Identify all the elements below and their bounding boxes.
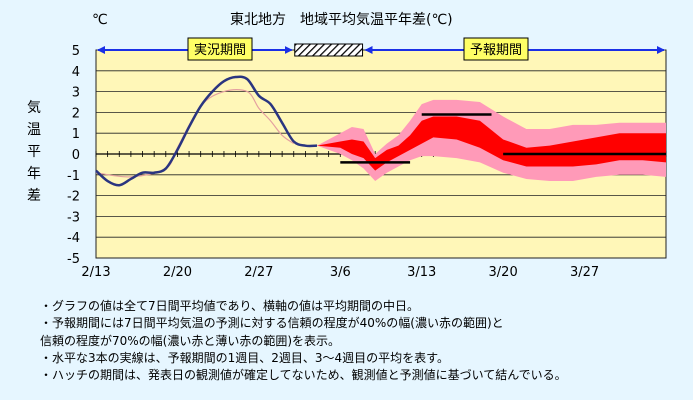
forecast-period-label: 予報期間 bbox=[470, 43, 522, 58]
x-axis: 2/13 2/20 2/27 3/6 3/13 3/20 3/27 bbox=[81, 265, 599, 280]
forecast-bands bbox=[317, 99, 666, 182]
y-axis: 5 4 3 2 1 0 -1 -2 -3 -4 -5 bbox=[67, 44, 80, 267]
observed-period-label: 実況期間 bbox=[194, 42, 246, 58]
note-line: ・予報期間には7日間平均気温の予測に対する信頼の程度が40%の幅(濃い赤の範囲)… bbox=[40, 316, 504, 331]
note-line: ・水平な3本の実線は、予報期間の1週目、2週目、3～4週目の平均を表す。 bbox=[40, 350, 449, 365]
x-tick-label: 3/27 bbox=[570, 265, 599, 280]
x-tick-label: 2/27 bbox=[244, 265, 273, 280]
period-indicators: 実況期間 予報期間 bbox=[97, 37, 665, 61]
y-axis-label-char: 温 bbox=[27, 122, 41, 138]
observed-period-label-box bbox=[187, 37, 253, 61]
unit-label: ℃ bbox=[92, 12, 108, 28]
y-tick-label: 3 bbox=[72, 86, 80, 101]
y-tick-label: -3 bbox=[67, 210, 80, 225]
chart-title: 東北地方 地域平均気温平年差(℃) bbox=[230, 12, 453, 28]
observed-line bbox=[95, 75, 318, 187]
y-axis-label-char: 差 bbox=[27, 188, 41, 204]
y-tick-label: -4 bbox=[67, 231, 80, 246]
gridlines bbox=[95, 49, 667, 259]
hatch-period bbox=[294, 43, 364, 57]
y-tick-label: 2 bbox=[72, 106, 80, 121]
y-tick-label: -5 bbox=[67, 252, 80, 267]
forecast-period-label-box bbox=[463, 37, 529, 61]
y-axis-label-char: 気 bbox=[27, 100, 41, 116]
chart-notes: ・グラフの値は全て7日間平均値であり、横軸の値は平均期間の中日。 ・予報期間には… bbox=[40, 298, 685, 384]
note-line: ・グラフの値は全て7日間平均値であり、横軸の値は平均期間の中日。 bbox=[40, 299, 420, 313]
y-axis-label-char: 平 bbox=[27, 144, 41, 160]
temperature-anomaly-chart: ℃ 東北地方 地域平均気温平年差(℃) 5 4 3 2 1 0 -1 -2 -3 -4 -5 2/1… bbox=[27, 12, 667, 280]
y-tick-label: 4 bbox=[72, 65, 80, 80]
x-tick-label: 2/13 bbox=[81, 265, 110, 280]
note-line: 信頼の程度が70%の幅(濃い赤と薄い赤の範囲)を表示。 bbox=[40, 333, 341, 348]
x-tick-label: 2/20 bbox=[163, 265, 192, 280]
y-tick-label: -1 bbox=[67, 169, 80, 184]
y-tick-label: 1 bbox=[72, 127, 80, 142]
y-tick-label: 5 bbox=[72, 44, 80, 59]
data-lines bbox=[95, 75, 666, 187]
y-tick-label: 0 bbox=[72, 148, 80, 163]
x-tick-label: 3/13 bbox=[407, 265, 436, 280]
y-axis-label: 気温平年差 bbox=[27, 100, 41, 204]
x-tick-label: 3/20 bbox=[489, 265, 518, 280]
x-tick-label: 3/6 bbox=[330, 265, 351, 280]
y-axis-label-char: 年 bbox=[27, 166, 41, 182]
forecast-band-40 bbox=[317, 116, 666, 171]
y-tick-label: -2 bbox=[67, 190, 80, 205]
note-line: ・ハッチの期間は、発表日の観測値が確定してないため、観測値と予測値に基づいて結ん… bbox=[40, 368, 567, 383]
